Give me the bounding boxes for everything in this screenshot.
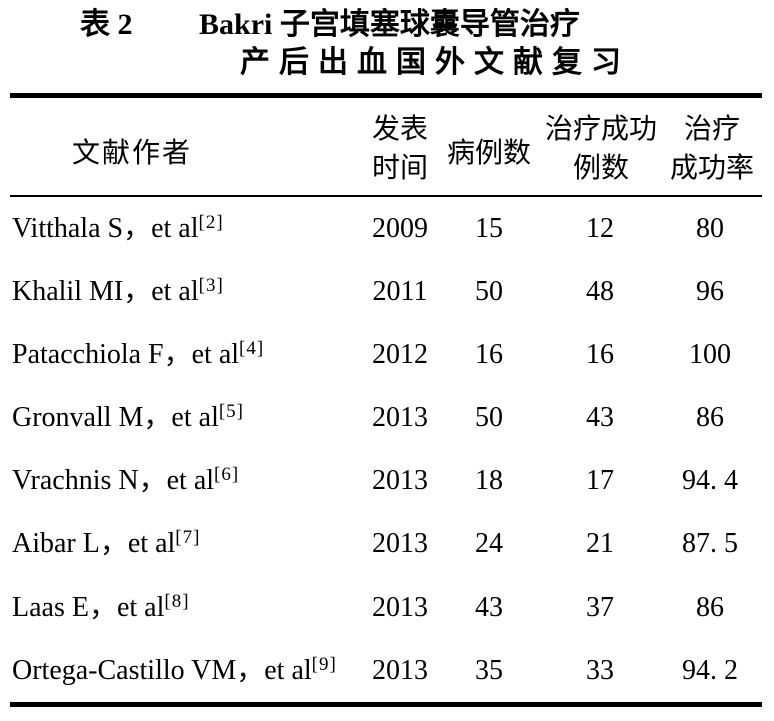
table-title-line2: 产后出血国外文献复习 <box>240 46 630 79</box>
year-cell: 2013 <box>372 591 428 623</box>
author-text: Patacchiola F，et al <box>12 339 240 371</box>
rate-cell: 80 <box>696 213 724 244</box>
table-rule-bottom <box>10 702 762 707</box>
year-cell: 2013 <box>372 528 428 560</box>
year-cell: 2013 <box>372 465 428 497</box>
citation-ref: [9] <box>311 653 337 675</box>
success-cell: 21 <box>586 528 614 560</box>
success-cell: 48 <box>586 276 614 308</box>
citation-ref: [4] <box>239 338 265 360</box>
cases-cell: 16 <box>475 339 503 371</box>
table-row: Vitthala S，et al[2] 2009 15 12 80 <box>0 197 774 260</box>
rate-cell: 87. 5 <box>682 528 738 560</box>
success-cell: 16 <box>586 339 614 371</box>
citation-ref: [7] <box>175 527 201 549</box>
cases-cell: 50 <box>475 276 503 308</box>
cases-cell: 35 <box>475 654 503 686</box>
year-cell: 2012 <box>372 339 428 371</box>
rate-cell: 86 <box>696 402 724 434</box>
table-row: Vrachnis N，et al[6] 2013 18 17 94. 4 <box>0 449 774 512</box>
year-cell: 2011 <box>372 276 428 308</box>
success-cell: 43 <box>586 402 614 434</box>
rate-cell: 94. 4 <box>682 465 738 497</box>
author-text: Gronvall M，et al <box>12 402 219 434</box>
author-text: Vrachnis N，et al <box>12 465 215 497</box>
author-cell: Khalil MI，et al[3] <box>12 260 224 323</box>
cases-cell: 18 <box>475 465 503 497</box>
table-row: Gronvall M，et al[5] 2013 50 43 86 <box>0 386 774 449</box>
year-cell: 2013 <box>372 402 428 434</box>
author-cell: Aibar L，et al[7] <box>12 512 200 575</box>
rate-cell: 86 <box>696 591 724 623</box>
citation-ref: [3] <box>198 275 224 297</box>
table-row: Patacchiola F，et al[4] 2012 16 16 100 <box>0 323 774 386</box>
cases-cell: 24 <box>475 528 503 560</box>
author-cell: Patacchiola F，et al[4] <box>12 323 264 386</box>
author-text: Khalil MI，et al <box>12 276 199 308</box>
citation-ref: [2] <box>198 212 224 233</box>
table-title-line1: Bakri 子宫填塞球囊导管治疗 <box>199 8 580 41</box>
citation-ref: [6] <box>214 464 240 486</box>
author-text: Vitthala S，et al <box>12 213 199 244</box>
author-cell: Ortega-Castillo VM，et al[9] <box>12 639 337 702</box>
author-cell: Gronvall M，et al[5] <box>12 386 244 449</box>
author-cell: Laas E，et al[8] <box>12 576 190 639</box>
success-cell: 12 <box>586 213 614 244</box>
success-cell: 17 <box>586 465 614 497</box>
table-number-label: 表 2 <box>80 8 133 41</box>
table-row: Ortega-Castillo VM，et al[9] 2013 35 33 9… <box>0 639 774 702</box>
table-rule-header <box>10 195 762 197</box>
citation-ref: [8] <box>164 590 190 612</box>
year-cell: 2013 <box>372 654 428 686</box>
column-header-success-line2: 例数 <box>572 153 630 184</box>
year-cell: 2009 <box>372 213 428 244</box>
cases-cell: 43 <box>475 591 503 623</box>
author-text: Aibar L，et al <box>12 528 176 560</box>
author-cell: Vrachnis N，et al[6] <box>12 449 239 512</box>
rate-cell: 96 <box>696 276 724 308</box>
author-text: Laas E，et al <box>12 591 165 623</box>
success-cell: 37 <box>586 591 614 623</box>
table-row: Khalil MI，et al[3] 2011 50 48 96 <box>0 260 774 323</box>
success-cell: 33 <box>586 654 614 686</box>
column-header-year-line1: 发表 <box>371 114 429 145</box>
cases-cell: 50 <box>475 402 503 434</box>
rate-cell: 94. 2 <box>682 654 738 686</box>
citation-ref: [5] <box>218 401 244 423</box>
table-body: Vitthala S，et al[2] 2009 15 12 80 Khalil… <box>0 197 774 702</box>
column-header-author: 文献作者 <box>71 138 193 169</box>
rate-cell: 100 <box>689 339 731 371</box>
table-rule-top <box>10 93 762 98</box>
column-header-year: 发表 时间 <box>372 110 428 188</box>
column-header-success-cases: 治疗成功 例数 <box>545 110 657 188</box>
table-row: Laas E，et al[8] 2013 43 37 86 <box>0 576 774 639</box>
column-header-success-rate: 治疗 成功率 <box>670 110 754 188</box>
column-header-rate-line1: 治疗 <box>683 114 741 145</box>
table-row: Aibar L，et al[7] 2013 24 21 87. 5 <box>0 512 774 575</box>
column-header-year-line2: 时间 <box>371 153 429 184</box>
column-header-cases: 病例数 <box>446 138 532 169</box>
author-text: Ortega-Castillo VM，et al <box>12 654 312 686</box>
column-header-rate-line2: 成功率 <box>669 153 755 184</box>
cases-cell: 15 <box>475 213 503 244</box>
column-header-success-line1: 治疗成功 <box>544 114 658 145</box>
author-cell: Vitthala S，et al[2] <box>12 197 224 260</box>
